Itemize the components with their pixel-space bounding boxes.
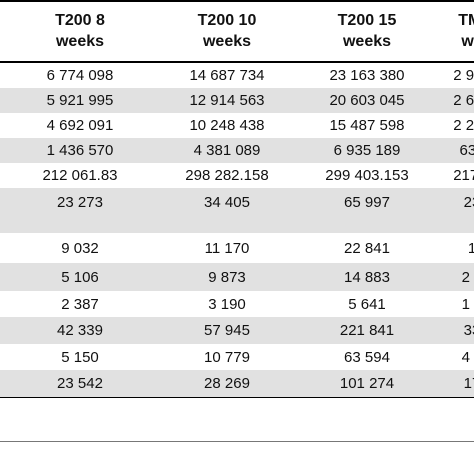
table-cell: 23 163 380 (329, 67, 405, 84)
table-cell: 5 641 (348, 295, 386, 313)
table-cell: 101 274 (339, 375, 395, 392)
header-rule (0, 61, 474, 63)
table-cell: 9 032 (61, 239, 99, 257)
table-cell: 1 (467, 239, 474, 257)
table-cell: 4 2 (461, 348, 474, 366)
table-row: 2 387 3 190 5 641 1 7 (0, 291, 474, 317)
table-cell: 3 190 (208, 295, 246, 313)
table-row: 4 692 091 10 248 438 15 487 598 2 205 (0, 113, 474, 138)
table-header: T200 8 weeks T200 10 weeks T200 15 weeks… (0, 2, 474, 61)
header-t200-10-weeks: T200 10 weeks (197, 12, 257, 50)
table-cell: 10 779 (204, 348, 250, 366)
table-row: 9 032 11 170 22 841 1 (0, 233, 474, 263)
table-row: 212 061.83 298 282.158 299 403.153 217 5 (0, 163, 474, 188)
table-cell: 221 841 (339, 322, 395, 339)
table-top-rule (0, 0, 474, 2)
table-cell: 634 (459, 142, 474, 159)
table-row: 5 106 9 873 14 883 2 9 (0, 263, 474, 291)
table-cell: 9 873 (208, 268, 246, 286)
header-t200-15-weeks: T200 15 weeks (337, 12, 397, 50)
table-cell: 23 542 (57, 375, 103, 392)
table-row: 5 150 10 779 63 594 4 2 (0, 344, 474, 370)
header-tmi-weeks: TMI we (458, 12, 474, 50)
table-cell: 299 403.153 (325, 167, 409, 184)
table-row: 6 774 098 14 687 734 23 163 380 2 914 (0, 63, 474, 88)
table-cell: 212 061.83 (42, 167, 118, 184)
table-cell: 20 603 045 (329, 92, 405, 109)
table-cell: 42 339 (57, 322, 103, 339)
table-cell: 11 170 (204, 239, 250, 257)
table-cell: 10 248 438 (189, 117, 265, 134)
table-cell: 2 387 (61, 295, 99, 313)
table-cell: 2 205 (453, 117, 474, 134)
table-cell: 57 945 (204, 322, 250, 339)
table-cell: 63 594 (344, 348, 390, 366)
table-cell: 4 692 091 (46, 117, 114, 134)
table-cell: 5 921 995 (46, 92, 114, 109)
table-cell: 33 (463, 322, 474, 339)
table-cell: 6 935 189 (333, 142, 401, 159)
table-cell: 15 487 598 (329, 117, 405, 134)
footnote-rule (0, 441, 474, 442)
table-bottom-rule (0, 397, 474, 398)
table-row: 5 921 995 12 914 563 20 603 045 2 668 (0, 88, 474, 113)
table-cell: 298 282.158 (185, 167, 269, 184)
table-cell: 2 9 (461, 268, 474, 286)
table-cell: 6 774 098 (46, 67, 114, 84)
table-cell: 4 381 089 (193, 142, 261, 159)
table-cell: 1 7 (461, 295, 474, 313)
table-cell: 217 5 (453, 167, 474, 184)
table-cell: 22 841 (344, 239, 390, 257)
table-cell: 65 997 (344, 194, 390, 211)
table-cell: 23 273 (57, 194, 103, 211)
table-row: 1 436 570 4 381 089 6 935 189 634 (0, 138, 474, 163)
header-t200-8-weeks: T200 8 weeks (55, 12, 105, 50)
table-cell: 12 914 563 (189, 92, 265, 109)
table-cell: 28 269 (204, 375, 250, 392)
table-cell: 5 106 (61, 268, 99, 286)
table-cell: 34 405 (204, 194, 250, 211)
table-row: 42 339 57 945 221 841 33 (0, 317, 474, 344)
table-cell: 5 150 (61, 348, 99, 366)
table-cell: 2 914 (453, 67, 474, 84)
table-cell: 2 668 (453, 92, 474, 109)
table-cell: 1 436 570 (46, 142, 114, 159)
table-body: 6 774 098 14 687 734 23 163 380 2 914 5 … (0, 63, 474, 397)
table-cell: 14 687 734 (189, 67, 265, 84)
table-row: 23 542 28 269 101 274 17 (0, 370, 474, 397)
table-cell: 23 (463, 194, 474, 211)
table-cell: 14 883 (344, 268, 390, 286)
table-row: 23 273 34 405 65 997 23 (0, 188, 474, 233)
table-cell: 17 (463, 375, 474, 392)
